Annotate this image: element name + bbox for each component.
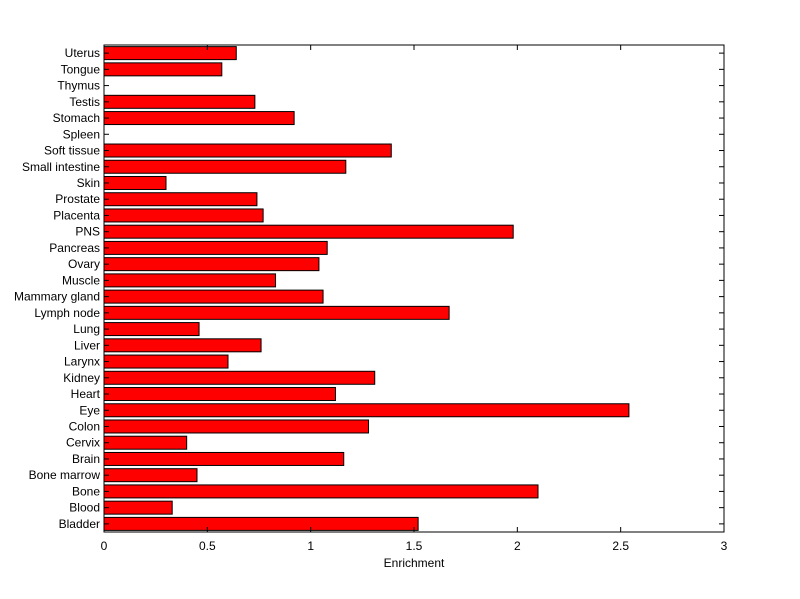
bar-pancreas (103, 240, 328, 255)
y-tick-labels: Uterus Tongue Thymus Testis Stomach Spleen Sof… (14, 46, 101, 531)
bar-brain (103, 451, 345, 466)
bar-testis (103, 94, 256, 109)
bar-soft-tissue (103, 143, 392, 158)
bar-bone (103, 484, 539, 499)
bar-bladder (103, 516, 419, 531)
x-tick-label-4: 2 (514, 539, 521, 553)
y-tick-label-lymph-node: Lymph node (34, 306, 100, 320)
y-tick-label-blood: Blood (69, 501, 100, 515)
bar-uterus (103, 46, 237, 61)
y-tick-label-bladder: Bladder (59, 517, 100, 531)
bar-lymph-node (103, 305, 450, 320)
bar-skin (103, 175, 167, 190)
y-tick-label-testis: Testis (69, 95, 100, 109)
y-tick-label-ovary: Ovary (68, 257, 100, 271)
bar-lung (103, 322, 200, 337)
y-tick-label-mammary-gland: Mammary gland (14, 290, 100, 304)
y-tick-label-lung: Lung (73, 322, 100, 336)
plot-area (104, 45, 724, 532)
bar-pns (103, 224, 514, 239)
bar-eye (103, 403, 630, 418)
bar-small-intestine (103, 159, 347, 174)
x-axis-label: Enrichment (384, 556, 445, 570)
y-tick-label-pns: PNS (75, 225, 100, 239)
bar-larynx (103, 354, 229, 369)
x-tick-label-1: 0.5 (199, 539, 216, 553)
bar-cervix (103, 435, 188, 450)
y-tick-label-heart: Heart (71, 387, 101, 401)
x-tick-label-0: 0 (101, 539, 108, 553)
bar-prostate (103, 192, 258, 207)
y-tick-label-bone-marrow: Bone marrow (29, 468, 101, 482)
y-tick-label-liver: Liver (74, 338, 100, 352)
x-tick-label-6: 3 (721, 539, 728, 553)
bar-colon (103, 419, 370, 434)
plot-frame (103, 44, 725, 533)
y-tick-label-pancreas: Pancreas (49, 241, 100, 255)
bar-liver (103, 338, 262, 353)
y-tick-label-stomach: Stomach (53, 111, 100, 125)
y-tick-label-placenta: Placenta (53, 208, 100, 222)
y-tick-label-cervix: Cervix (66, 436, 100, 450)
bar-placenta (103, 208, 264, 223)
y-tick-label-bone: Bone (72, 484, 100, 498)
y-tick-label-tongue: Tongue (61, 62, 101, 76)
x-tick-label-5: 2.5 (612, 539, 629, 553)
y-tick-label-eye: Eye (79, 403, 100, 417)
bar-muscle (103, 273, 277, 288)
y-tick-label-prostate: Prostate (55, 192, 100, 206)
y-tick-label-spleen: Spleen (63, 127, 100, 141)
y-tick-label-colon: Colon (69, 419, 100, 433)
y-tick-label-small-intestine: Small intestine (22, 160, 100, 174)
bar-kidney (103, 370, 376, 385)
y-tick-label-uterus: Uterus (65, 46, 100, 60)
bar-bone-marrow (103, 468, 198, 483)
y-tick-label-larynx: Larynx (64, 355, 100, 369)
y-tick-label-soft-tissue: Soft tissue (44, 144, 100, 158)
bars-group (103, 46, 630, 531)
x-tick-label-3: 1.5 (406, 539, 423, 553)
bar-mammary-gland (103, 289, 324, 304)
bar-tongue (103, 62, 223, 77)
bar-stomach (103, 111, 295, 126)
bar-heart (103, 387, 336, 402)
x-tick-labels: 0 0.5 1 1.5 2 2.5 3 (101, 539, 728, 553)
bar-blood (103, 500, 173, 515)
y-tick-label-kidney: Kidney (63, 371, 100, 385)
bar-ovary (103, 257, 320, 272)
y-tick-label-muscle: Muscle (62, 273, 100, 287)
x-tick-label-2: 1 (307, 539, 314, 553)
y-tick-label-thymus: Thymus (57, 79, 100, 93)
y-tick-label-skin: Skin (77, 176, 100, 190)
y-tick-label-brain: Brain (72, 452, 100, 466)
